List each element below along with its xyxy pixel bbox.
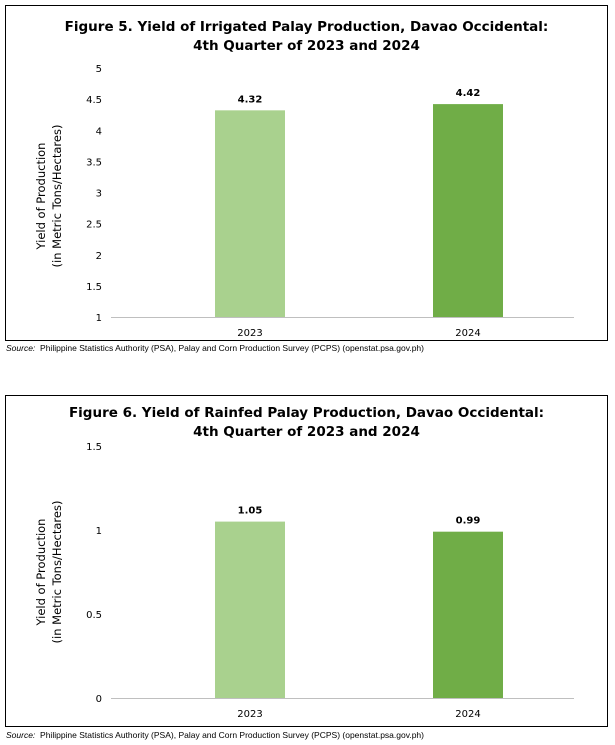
y-tick-label: 2 xyxy=(96,251,102,262)
x-tick-label: 2024 xyxy=(455,709,480,720)
figure-5-source: Source: Philippine Statistics Authority … xyxy=(6,343,424,353)
y-tick-label: 3 xyxy=(96,189,102,200)
data-label: 4.32 xyxy=(238,94,263,105)
figure-5-chart: Figure 5. Yield of Irrigated Palay Produ… xyxy=(5,5,608,341)
data-label: 1.05 xyxy=(238,506,263,517)
bar-2023 xyxy=(215,521,285,698)
y-tick-label: 2.5 xyxy=(86,220,102,231)
source-label: Source: xyxy=(6,343,36,353)
y-axis-title: (in Metric Tons/Hectares) xyxy=(50,501,64,644)
y-tick-label: 3.5 xyxy=(86,157,102,168)
y-axis-title: Yield of Production xyxy=(34,519,48,627)
source-label: Source: xyxy=(6,730,36,740)
y-axis-title: Yield of Production xyxy=(34,143,48,251)
y-axis-title: (in Metric Tons/Hectares) xyxy=(50,125,64,268)
y-tick-label: 0.5 xyxy=(86,610,102,621)
chart-title: Figure 6. Yield of Rainfed Palay Product… xyxy=(6,404,607,442)
y-tick-label: 1 xyxy=(96,526,102,537)
y-tick-label: 5 xyxy=(96,64,102,75)
bar-2023 xyxy=(215,110,285,317)
bar-2024 xyxy=(433,104,503,317)
figure-6-source: Source: Philippine Statistics Authority … xyxy=(6,730,424,740)
chart-title-line-2: 4th Quarter of 2023 and 2024 xyxy=(193,38,420,54)
y-tick-label: 4.5 xyxy=(86,95,102,106)
source-text: Philippine Statistics Authority (PSA), P… xyxy=(40,730,424,740)
chart-title-line-1: Figure 5. Yield of Irrigated Palay Produ… xyxy=(64,19,549,35)
y-tick-label: 4 xyxy=(96,126,102,137)
y-tick-label: 1 xyxy=(96,313,102,324)
chart-title: Figure 5. Yield of Irrigated Palay Produ… xyxy=(6,18,607,56)
y-tick-label: 1.5 xyxy=(86,282,102,293)
chart-title-line-1: Figure 6. Yield of Rainfed Palay Product… xyxy=(68,405,545,421)
figure-6-chart: Figure 6. Yield of Rainfed Palay Product… xyxy=(5,395,608,727)
bar-2024 xyxy=(433,531,503,698)
chart-title-line-2: 4th Quarter of 2023 and 2024 xyxy=(193,424,420,440)
source-text: Philippine Statistics Authority (PSA), P… xyxy=(40,343,424,353)
figure-5-plot: 1 1.5 2 2.5 3 3.5 4 4.5 5 Yield of Production (in … xyxy=(34,64,574,339)
x-tick-label: 2024 xyxy=(455,328,480,339)
y-tick-label: 1.5 xyxy=(86,442,102,453)
figure-6-plot: 0 0.5 1 1.5 Yield of Production (in Metric To… xyxy=(34,442,574,720)
x-tick-label: 2023 xyxy=(237,328,262,339)
x-tick-label: 2023 xyxy=(237,709,262,720)
data-label: 0.99 xyxy=(456,516,481,527)
y-tick-label: 0 xyxy=(96,694,102,705)
data-label: 4.42 xyxy=(456,88,481,99)
